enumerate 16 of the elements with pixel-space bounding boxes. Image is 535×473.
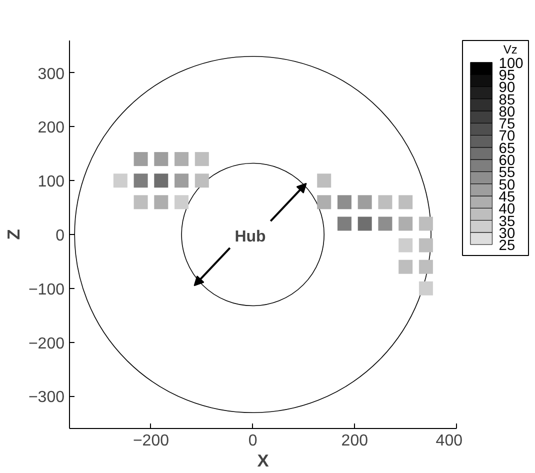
y-tick-label: 0 [56,228,65,244]
x-tick-label: −200 [132,432,170,450]
x-tick-label: 0 [248,432,258,450]
y-tick-label: 100 [38,174,65,191]
y-axis-title: Z [3,228,24,240]
x-tick-label: 200 [341,432,368,450]
y-tick-label: −100 [28,281,65,298]
y-tick-label: 200 [38,120,65,137]
y-tick-label: −200 [28,335,65,352]
x-tick-label: 400 [436,432,463,450]
annotation: Hub [234,228,266,246]
y-tick-label: 300 [38,66,65,83]
x-axis-title: X [257,450,270,470]
y-tick-label: −300 [28,389,65,406]
color-bar-label: 25 [498,238,516,254]
color-bar-title: Vz [503,42,518,57]
